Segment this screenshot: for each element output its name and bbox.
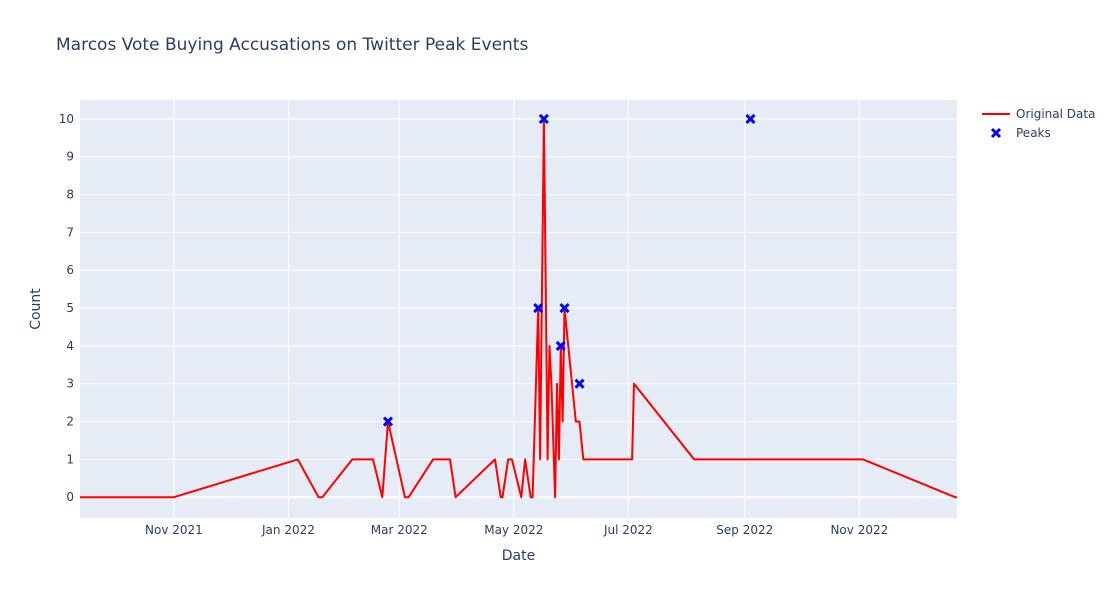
y-tick-label: 5 [66,301,74,315]
plot-area [80,100,957,518]
x-tick-label: Jan 2022 [261,523,315,537]
y-tick-label: 8 [66,188,74,202]
legend[interactable]: Original Data Peaks [982,107,1095,140]
y-axis-title: Count [28,288,44,330]
peak-marker[interactable] [382,416,394,427]
peak-marker[interactable] [559,302,570,314]
legend-label-peaks: Peaks [1016,126,1051,140]
y-tick-label: 4 [66,339,74,353]
x-tick-label: Sep 2022 [716,523,773,537]
grid-layer [80,100,957,518]
y-tick-label: 6 [66,263,74,277]
legend-label-original-data: Original Data [1016,107,1095,121]
x-tick-label: Jul 2022 [603,523,653,537]
y-tick-label: 3 [66,377,74,391]
y-tick-label: 7 [66,225,74,239]
series-line-original-data [80,117,957,499]
y-tick-label: 0 [66,490,74,504]
series-layer [80,113,957,499]
peak-marker[interactable] [533,302,544,314]
legend-item-peaks[interactable]: Peaks [990,126,1051,140]
y-tick-label: 10 [59,112,74,126]
chart-title: Marcos Vote Buying Accusations on Twitte… [56,35,528,55]
peak-marker[interactable] [745,113,756,124]
y-tick-label: 9 [66,150,74,164]
y-tick-label: 1 [66,452,74,466]
legend-marker-swatch [990,127,1002,139]
legend-item-original-data[interactable]: Original Data [982,107,1095,121]
x-axis-title: Date [502,548,535,564]
x-tick-label: Nov 2022 [830,523,888,537]
peak-marker[interactable] [574,378,585,389]
peak-marker[interactable] [538,113,549,124]
x-tick-label: Nov 2021 [145,523,203,537]
x-tick-label: May 2022 [484,523,543,537]
x-tick-label: Mar 2022 [371,523,428,537]
peak-marker[interactable] [555,340,566,351]
y-tick-labels: 0 1 2 3 4 5 6 7 8 9 10 [59,112,74,504]
x-tick-labels: Nov 2021 Jan 2022 Mar 2022 May 2022 Jul 2022… [145,523,888,537]
y-tick-label: 2 [66,415,74,429]
